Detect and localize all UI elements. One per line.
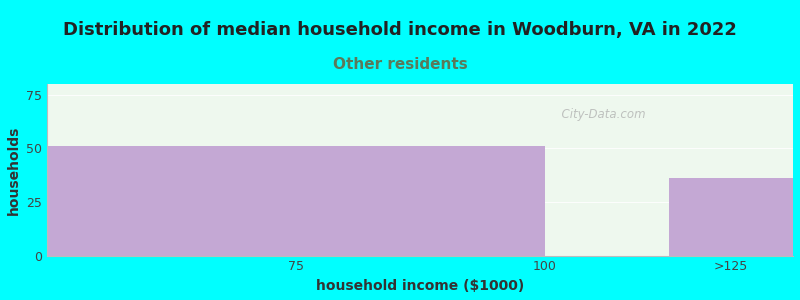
- Bar: [669, 178, 793, 256]
- Y-axis label: households: households: [7, 125, 21, 214]
- Text: Other residents: Other residents: [333, 57, 467, 72]
- X-axis label: household income ($1000): household income ($1000): [316, 279, 524, 293]
- Bar: [47, 146, 545, 256]
- Text: City-Data.com: City-Data.com: [554, 108, 646, 122]
- Text: Distribution of median household income in Woodburn, VA in 2022: Distribution of median household income …: [63, 21, 737, 39]
